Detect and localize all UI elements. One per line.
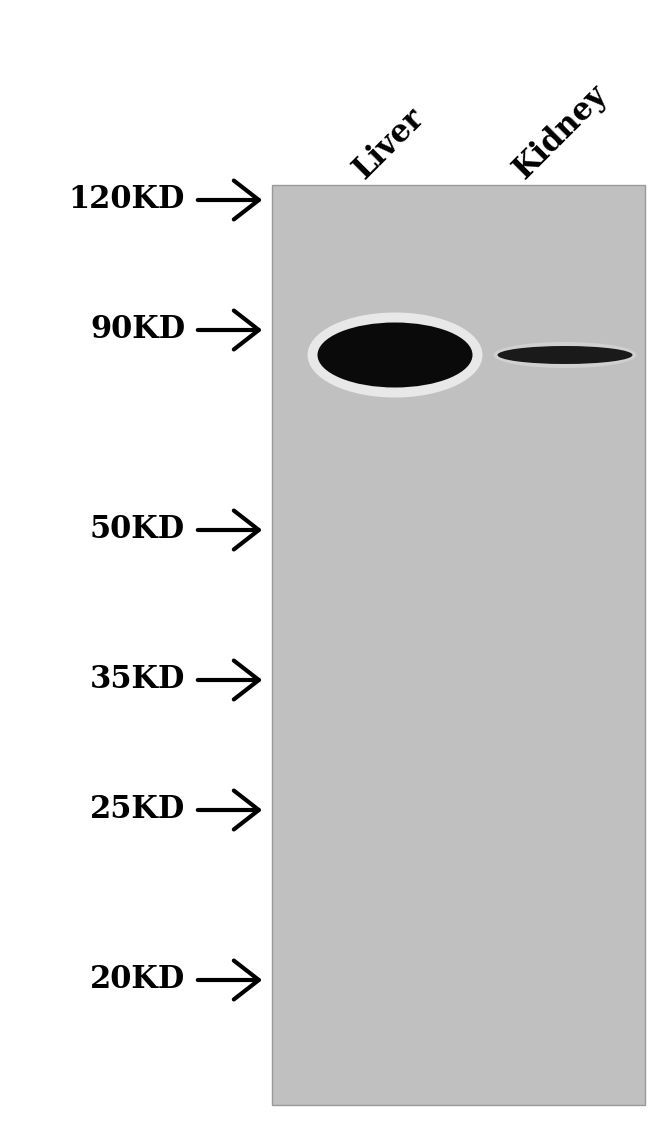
Text: 90KD: 90KD xyxy=(90,315,185,345)
Text: 50KD: 50KD xyxy=(90,515,185,545)
Bar xyxy=(272,185,645,1105)
Text: 20KD: 20KD xyxy=(90,964,185,995)
Text: Kidney: Kidney xyxy=(508,80,614,185)
Ellipse shape xyxy=(497,346,632,364)
Text: 35KD: 35KD xyxy=(90,665,185,695)
Ellipse shape xyxy=(493,342,636,368)
Text: 120KD: 120KD xyxy=(69,184,185,216)
Ellipse shape xyxy=(307,312,482,398)
Text: Liver: Liver xyxy=(348,102,431,185)
Ellipse shape xyxy=(317,323,473,387)
Text: 25KD: 25KD xyxy=(90,794,185,826)
